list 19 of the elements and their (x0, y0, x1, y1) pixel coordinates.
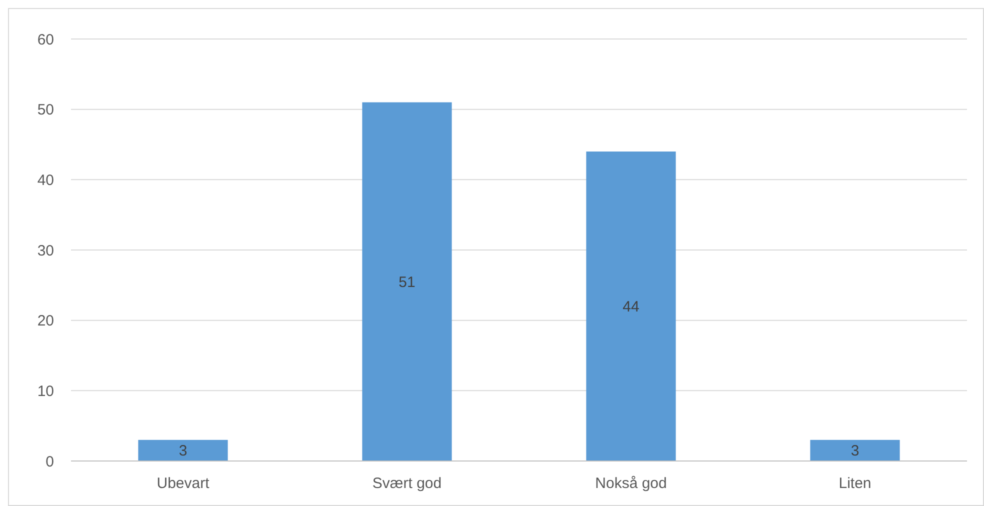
data-label: 44 (622, 298, 640, 316)
x-tick-label: Ubevart (156, 475, 210, 492)
bar (362, 102, 452, 461)
data-label: 3 (178, 442, 188, 460)
y-tick-label: 30 (37, 242, 54, 260)
bar (586, 152, 676, 461)
y-tick-label: 20 (37, 312, 54, 330)
y-tick-label: 0 (46, 453, 54, 470)
bar (810, 440, 900, 461)
x-tick-label: Nokså god (595, 475, 667, 492)
x-tick-label: Liten (838, 475, 872, 492)
x-tick-label: Svært god (372, 475, 442, 492)
bar (138, 440, 228, 461)
y-tick-label: 50 (37, 102, 54, 119)
data-label: 3 (850, 442, 860, 460)
y-tick-label: 40 (37, 172, 54, 189)
data-label: 51 (398, 274, 416, 291)
y-tick-label: 60 (37, 31, 54, 48)
y-tick-label: 10 (37, 382, 54, 400)
